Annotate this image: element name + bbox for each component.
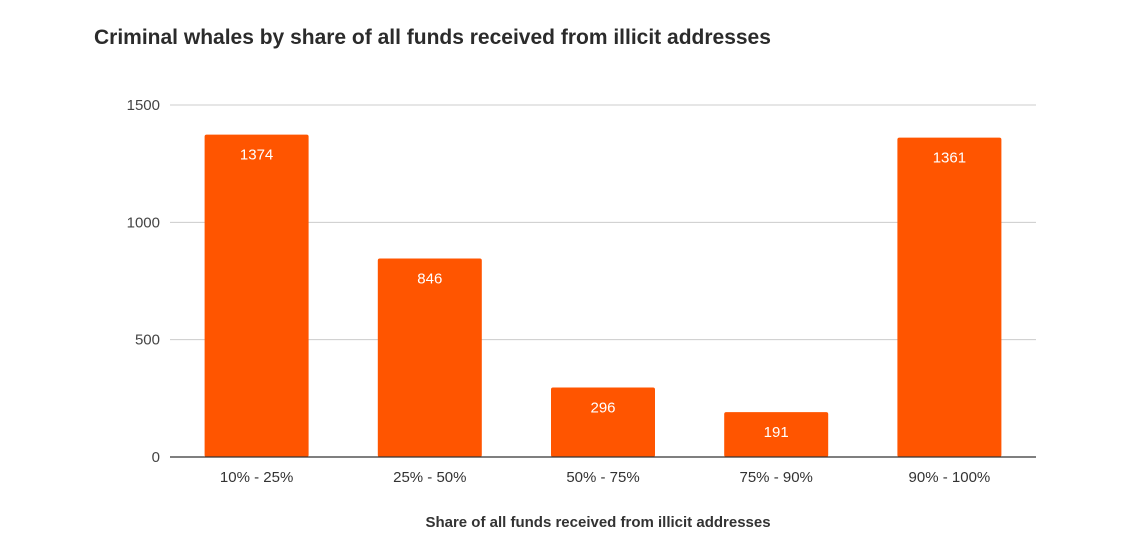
x-tick-label: 25% - 50% [393,469,466,486]
bar [897,137,1002,458]
data-label: 846 [417,270,442,287]
y-tick-label: 1500 [127,97,160,114]
y-tick-label: 1000 [127,214,160,231]
data-label: 191 [764,424,789,441]
bar [204,134,309,457]
x-tick-label: 10% - 25% [220,469,293,486]
bar [551,387,655,457]
x-axis-title: Share of all funds received from illicit… [425,514,770,531]
bar [377,258,482,457]
x-tick-label: 50% - 75% [566,469,639,486]
x-tick-label: 75% - 90% [740,469,813,486]
y-tick-label: 500 [135,332,160,349]
y-tick-label: 0 [152,449,160,466]
chart-title: Criminal whales by share of all funds re… [94,26,771,49]
x-tick-label: 90% - 100% [909,469,991,486]
data-label: 1361 [933,150,966,167]
data-label: 296 [590,400,615,417]
bar [724,412,829,457]
data-label: 1374 [240,147,273,164]
